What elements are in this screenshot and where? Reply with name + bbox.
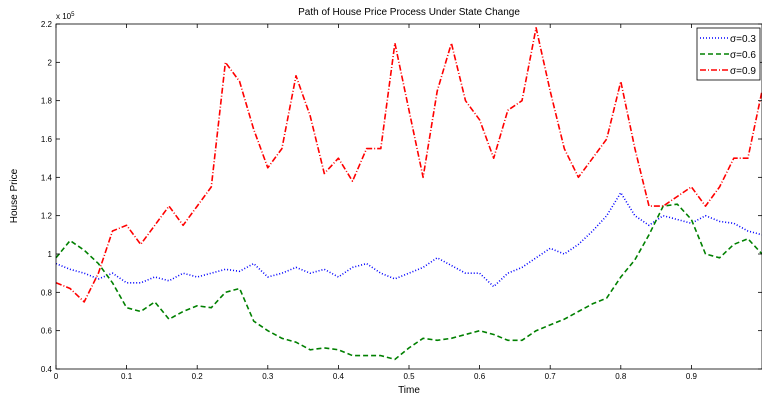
legend-label-1: σ=0.3 [730,34,756,45]
y-tick-label: 1.6 [41,135,53,144]
x-axis-label: Time [398,385,420,396]
y-tick-label: 1.4 [41,173,53,182]
y-scale-label: x 105 [56,12,75,21]
legend-label-3: σ=0.9 [730,66,756,77]
axes-layer: 0 0.1 0.2 0.3 0.4 0.5 0.6 0.7 0.8 0.9 0.4 0.6 0.8 1 1.… [41,20,762,381]
chart-title: Path of House Price Process Under State … [298,7,520,18]
y-tick-label: 0.8 [41,288,53,297]
x-tick-label: 0.2 [192,372,204,381]
plot-area [56,24,762,369]
y-tick-label: 0.4 [41,365,53,374]
y-tick-label: 1 [48,250,53,259]
series-line-2 [55,203,762,361]
series-line-3 [55,26,762,303]
x-tick-label: 0.5 [403,372,415,381]
x-tick-label: 0.1 [121,372,133,381]
legend: σ=0.3 σ=0.6 σ=0.9 [696,27,761,81]
x-tick-label: 0.9 [686,372,698,381]
legend-label-2: σ=0.6 [730,50,756,61]
y-axis-label: House Price [9,168,20,223]
x-tick-label: 0.8 [615,372,627,381]
x-tick-label: 0 [54,372,59,381]
y-tick-label: 1.8 [41,97,53,106]
y-tick-label: 0.6 [41,327,53,336]
y-tick-label: 2 [48,58,53,67]
y-scale-exponent: 5 [71,12,75,18]
x-tick-label: 0.6 [474,372,486,381]
y-tick-label: 1.2 [41,212,53,221]
y-tick-label: 2.2 [41,20,53,29]
series-layer [55,26,762,361]
x-tick-label: 0.3 [262,372,274,381]
x-tick-label: 0.4 [333,372,345,381]
x-tick-label: 0.7 [545,372,557,381]
series-line-1 [55,191,762,288]
